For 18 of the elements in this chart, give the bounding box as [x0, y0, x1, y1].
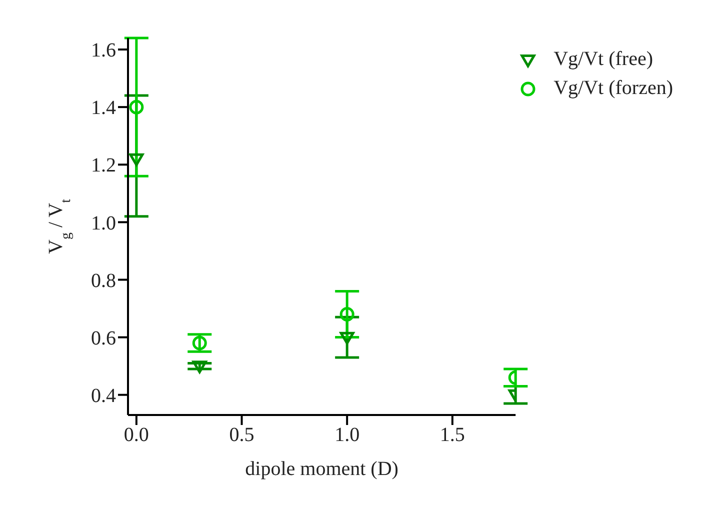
x-tick-label: 1.5 [440, 424, 465, 446]
point [129, 100, 144, 114]
point [192, 336, 207, 350]
x-axis-title: dipole moment (D) [245, 458, 398, 480]
y-tick-label: 1.2 [91, 154, 116, 177]
point [129, 153, 144, 166]
x-tick-label: 0.5 [229, 424, 254, 446]
point [192, 360, 207, 374]
y-tick-label: 0.4 [91, 384, 116, 407]
x-tick-label: 1.0 [334, 424, 360, 446]
y-tick-label: 1.6 [91, 40, 116, 62]
y-tick-label: 1.0 [91, 212, 116, 234]
y-tick-label: 1.4 [91, 97, 116, 120]
x-tick-label: 0.0 [124, 424, 149, 446]
legend-label: Vg/Vt (free) [554, 48, 653, 71]
y-tick-label: 0.8 [91, 270, 116, 292]
legend-label: Vg/Vt (forzen) [554, 77, 673, 100]
y-tick-label: 0.6 [91, 327, 116, 350]
